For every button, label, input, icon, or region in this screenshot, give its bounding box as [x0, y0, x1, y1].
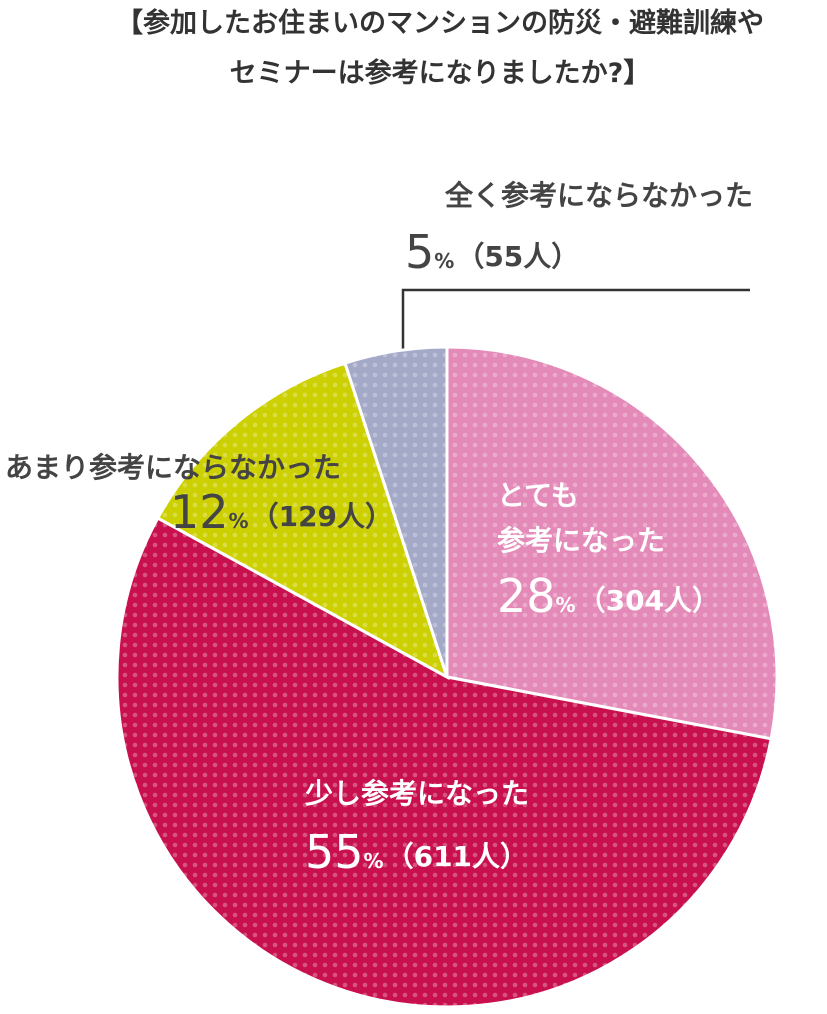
value-label: 28%	[497, 569, 576, 623]
slice-label: 少し参考になった	[305, 777, 529, 810]
chart-title: 【参加したお住まいのマンションの防災・避難訓練や	[116, 7, 764, 39]
slice-label: とても参考になった	[497, 479, 665, 557]
dot-texture	[445, 345, 779, 741]
slice-label: あまり参考にならなかった	[5, 451, 341, 484]
slice-label: 全く参考にならなかった	[444, 179, 753, 212]
count-label: （129人）	[251, 500, 393, 533]
count-label: （611人）	[386, 840, 528, 873]
chart-title: セミナーは参考になりましたか?】	[230, 57, 651, 89]
value-label: 55%	[305, 825, 384, 879]
value-label: 12%	[170, 485, 249, 539]
count-label: （55人）	[456, 240, 579, 273]
dot-texture	[155, 361, 450, 681]
dot-texture	[343, 345, 449, 678]
value-label: 5%	[405, 225, 454, 279]
count-label: （304人）	[578, 584, 720, 617]
dot-texture	[115, 515, 773, 1009]
